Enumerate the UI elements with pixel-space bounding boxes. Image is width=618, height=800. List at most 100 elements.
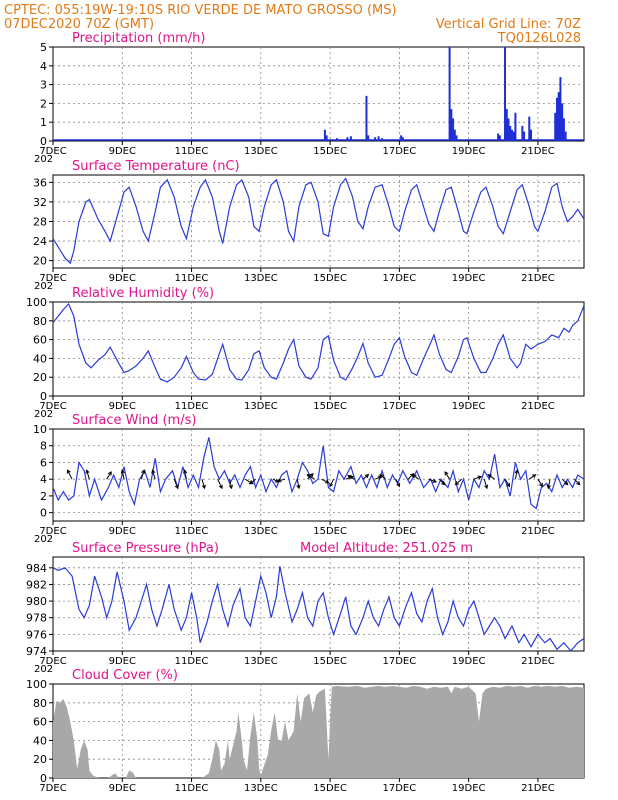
precip-bar: [521, 125, 524, 141]
cloud-xtick-label: 17DEC: [383, 783, 417, 794]
precip-bar: [510, 129, 513, 141]
wind-vector-shaft: [573, 478, 581, 485]
wind-vector-shaft: [528, 474, 536, 480]
temp-ytick-label: 28: [33, 216, 47, 229]
humidity-xtick-label: 9DEC: [109, 401, 136, 412]
precip-bar: [325, 135, 328, 141]
wind-vector-head: [441, 481, 446, 486]
precipitation-panel: Precipitation (mm/h) 0 1 2 3 4 5 7DEC 9DEC 11DEC…: [34, 31, 585, 165]
pressure-xtick-label: 13DEC: [244, 656, 278, 667]
wind-vector-shaft: [347, 475, 355, 480]
wind-vector-head: [364, 474, 370, 479]
precip-bar: [401, 137, 404, 141]
pressure-xtick-label: 7DEC: [39, 656, 66, 667]
humidity-xtick-label: 17DEC: [383, 401, 417, 412]
wind-vector-shaft: [106, 471, 112, 480]
wind-vector-head: [174, 484, 179, 490]
precip-bar: [497, 133, 500, 141]
wind-vector-head: [276, 478, 282, 483]
cloud-ytick-label: 80: [33, 697, 47, 710]
cloud-ytick-label: 0: [40, 772, 47, 785]
precip-xtick-label: 19DEC: [452, 146, 486, 157]
pressure-xtick-label: 19DEC: [452, 656, 486, 667]
figure-header: CPTEC: 055:19W-19:10S RIO VERDE DE MATO …: [4, 3, 581, 46]
precip-bar: [455, 135, 458, 141]
wind-vector-shaft: [379, 474, 386, 480]
wind-xtick-label: 13DEC: [244, 526, 278, 537]
wind-ytick-label: 2: [40, 490, 47, 503]
wind-vector-head: [576, 481, 581, 486]
precip-bar: [346, 137, 349, 141]
precip-bar: [507, 118, 510, 141]
precip-bar: [400, 135, 403, 141]
precip-xtick-label: 17DEC: [383, 146, 417, 157]
wind-vector-head: [539, 482, 543, 488]
wind-vector-shaft: [374, 476, 382, 480]
precip-bar: [509, 125, 512, 141]
temp-xtick-label: 15DEC: [313, 273, 347, 284]
precip-xtick-label: 13DEC: [244, 146, 278, 157]
wind-year-stub: 202: [34, 534, 53, 545]
panel-title-cloud-cover: Cloud Cover (%): [72, 668, 178, 683]
pressure-ytick-label: 984: [26, 562, 47, 575]
humidity-xtick-label: 11DEC: [175, 401, 209, 412]
wind-vector-head: [377, 475, 383, 480]
wind-vector-shaft: [229, 479, 232, 489]
wind-ytick-label: 6: [40, 456, 47, 469]
wind-vector-shaft: [296, 479, 300, 489]
precip-ytick-label: 4: [40, 60, 47, 73]
wind-vector-shaft: [412, 474, 419, 480]
wind-vector-head: [141, 469, 146, 474]
temperature-panel: Surface Temperature (nC) 20 24 28 32 36 7DEC 9…: [33, 159, 585, 292]
pressure-xtick-label: 17DEC: [383, 656, 417, 667]
precip-bar: [365, 95, 368, 141]
wind-vector-shaft: [121, 470, 125, 480]
header-grid-line: Vertical Grid Line: 70Z: [436, 17, 581, 32]
wind-ytick-label: 8: [40, 440, 47, 453]
humidity-ytick-label: 40: [33, 352, 47, 365]
precip-bar: [323, 129, 326, 141]
precip-bar: [564, 131, 567, 141]
humidity-ytick-label: 0: [40, 390, 47, 403]
wind-vector-shaft: [395, 478, 400, 487]
wind-vector-head: [514, 469, 519, 474]
pressure-ytick-label: 974: [26, 645, 47, 658]
precip-ytick-label: 3: [40, 79, 47, 92]
humidity-year-stub: 202: [34, 409, 53, 420]
cloud-xtick-label: 7DEC: [39, 783, 66, 794]
wind-vector-head: [546, 484, 551, 490]
wind-vector-head: [484, 484, 489, 490]
humidity-ytick-label: 60: [33, 334, 47, 347]
cloud-xtick-label: 9DEC: [109, 783, 136, 794]
precip-ytick-label: 5: [40, 41, 47, 54]
precip-xtick-label: 9DEC: [109, 146, 136, 157]
precip-bar: [498, 135, 501, 141]
wind-vector-head: [296, 484, 301, 490]
precip-xtick-label: 21DEC: [521, 146, 555, 157]
cloud-xtick-label: 19DEC: [452, 783, 486, 794]
humidity-ytick-label: 100: [26, 296, 47, 309]
humidity-panel: Relative Humidity (%) 0 20 40 60 80 100 7DEC 9D…: [26, 286, 585, 420]
wind-vector-shaft: [249, 478, 256, 485]
wind-vector-head: [201, 484, 206, 490]
temp-xtick-label: 19DEC: [452, 273, 486, 284]
wind-vector-head: [506, 482, 511, 488]
precip-bar: [512, 131, 515, 141]
precip-ytick-label: 1: [40, 116, 47, 129]
wind-vector-head: [564, 481, 569, 486]
panel-title-pressure: Surface Pressure (hPa): [72, 541, 219, 556]
wind-vector-head: [432, 478, 437, 483]
wind-xtick-label: 9DEC: [109, 526, 136, 537]
cloud-xtick-label: 13DEC: [244, 783, 278, 794]
wind-ytick-label: 4: [40, 473, 47, 486]
precip-plot-frame: [52, 46, 585, 142]
pressure-xtick-label: 9DEC: [109, 656, 136, 667]
panel-title-wind: Surface Wind (m/s): [72, 413, 196, 428]
wind-vector-head: [454, 481, 459, 486]
wind-vector-shaft: [67, 469, 73, 480]
wind-vector-shaft: [428, 478, 437, 483]
precip-bar: [514, 112, 517, 141]
pressure-ytick-label: 980: [26, 595, 47, 608]
wind-xtick-label: 19DEC: [452, 526, 486, 537]
pressure-xtick-label: 21DEC: [521, 656, 555, 667]
